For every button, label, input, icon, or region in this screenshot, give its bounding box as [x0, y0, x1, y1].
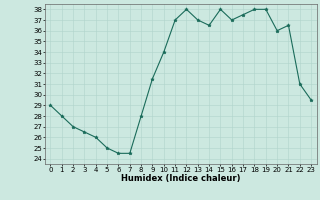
X-axis label: Humidex (Indice chaleur): Humidex (Indice chaleur)	[121, 174, 241, 183]
